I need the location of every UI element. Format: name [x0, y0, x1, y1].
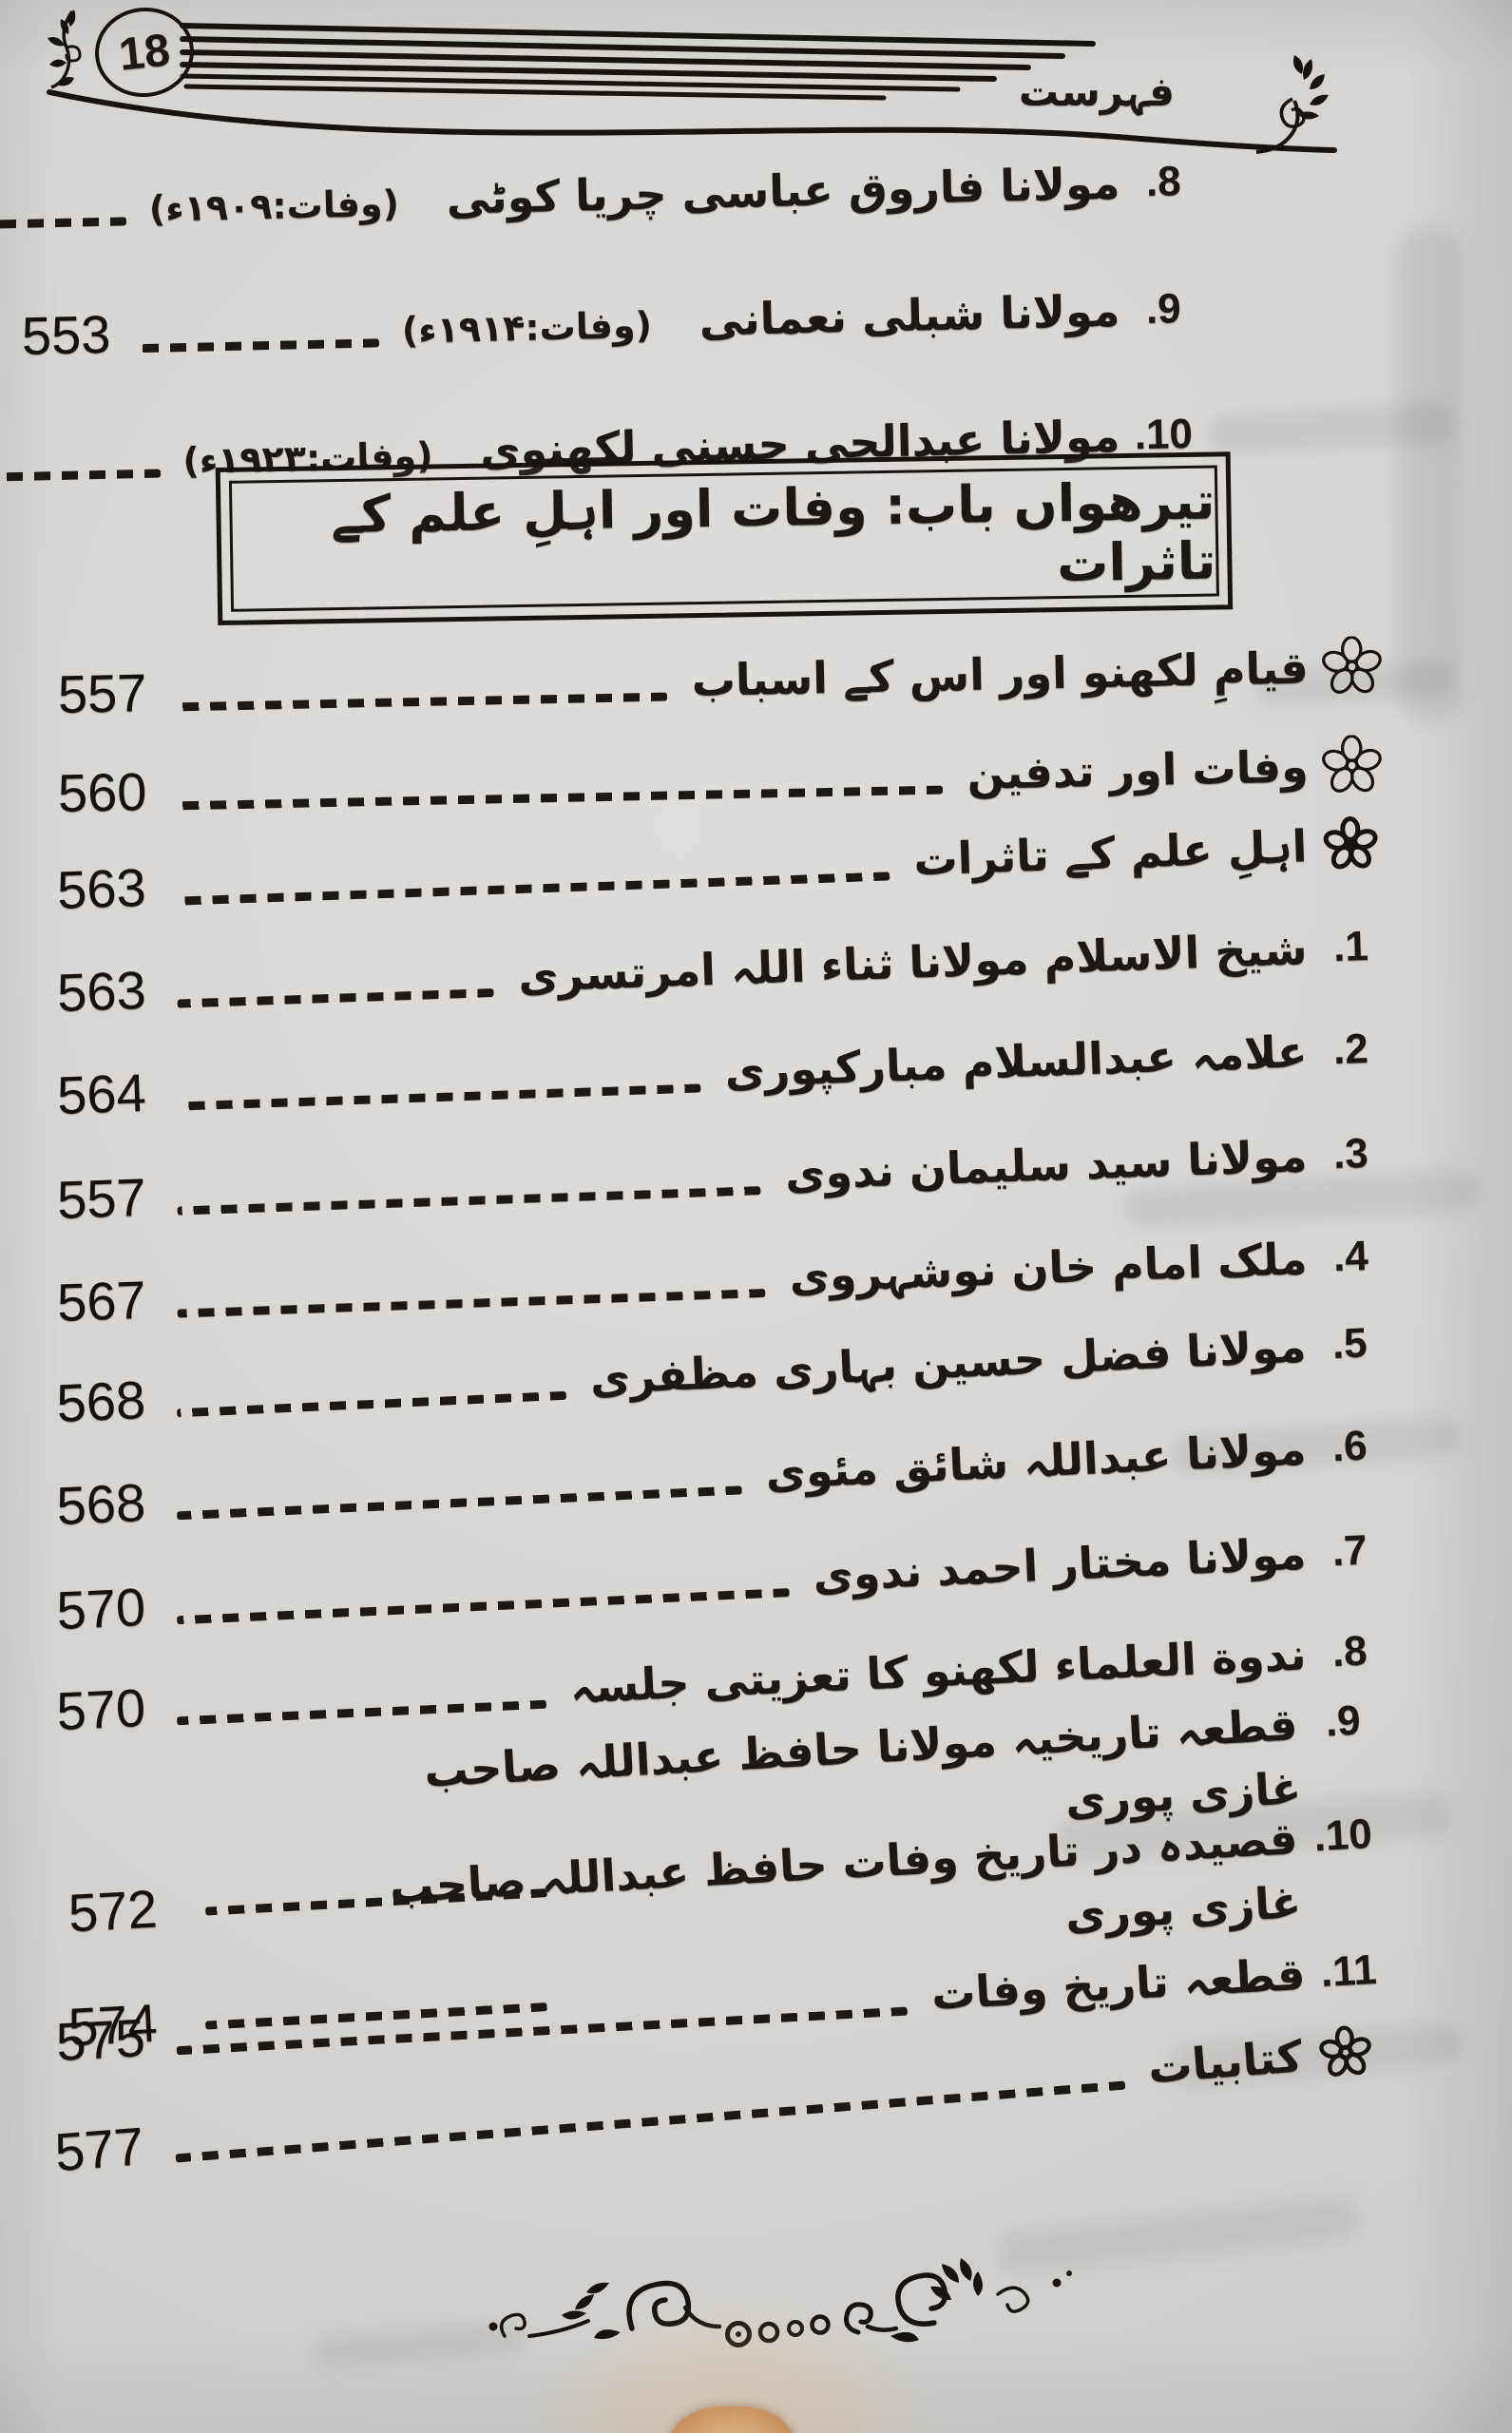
entry-title: اہلِ علم کے تاثرات — [912, 820, 1309, 886]
entry-title: مولانا فاروق عباسی چریا کوٹی — [446, 157, 1120, 224]
entry-page-number: 563 — [56, 856, 147, 920]
dash-leader — [0, 469, 161, 483]
entry-number: 2. — [1332, 1025, 1369, 1074]
entry-title: ملک امام خان نوشہروی — [788, 1233, 1309, 1303]
bleed-through-smudge — [1397, 228, 1464, 722]
chapter-heading-box: تیرھواں باب: وفات اور اہلِ علم کے تاثرات — [215, 451, 1234, 625]
death-year-note: (وفات:۱۹۱۴ء) — [401, 303, 653, 352]
entry-title: قیامِ لکھنو اور اس کے اسباب — [691, 642, 1310, 707]
entry-title: علامہ عبدالسلام مبارکپوری — [723, 1025, 1309, 1098]
page-title: فہرست — [1019, 68, 1176, 115]
chapter-heading-inner-border: تیرھواں باب: وفات اور اہلِ علم کے تاثرات — [228, 465, 1219, 612]
dash-leader — [177, 1390, 566, 1417]
entry-page-number: 557 — [57, 661, 147, 724]
entry-page-number: 568 — [55, 1369, 147, 1433]
flower-bullet-icon — [1317, 635, 1387, 698]
entry-page-number: 575 — [54, 2006, 147, 2072]
entry-title: کتابیات — [1146, 2030, 1305, 2094]
entry-number: 8. — [1330, 1627, 1368, 1676]
dash-leader — [177, 1288, 766, 1318]
floral-flourish-top-left-icon — [48, 10, 82, 89]
floral-flourish-bottom-icon — [488, 2258, 1072, 2347]
entry-page-number: 567 — [56, 1269, 147, 1332]
entry-title: مولانا مختار احمد ندوی — [812, 1527, 1308, 1601]
entry-number: 1. — [1332, 922, 1369, 971]
entry-title: مولانا سید سلیمان ندوی — [784, 1130, 1309, 1200]
floral-flourish-top-right-icon — [1255, 55, 1329, 154]
fingertip — [668, 2406, 795, 2433]
flower-bullet-icon — [1317, 734, 1387, 796]
entry-page-number: 564 — [56, 1062, 147, 1125]
entry-number: 4. — [1332, 1232, 1369, 1281]
entry-page-number: 563 — [56, 959, 147, 1023]
entry-number: 11. — [1319, 1945, 1378, 1996]
flower-bullet-icon — [1310, 2022, 1382, 2082]
entry-page-number: 560 — [57, 760, 147, 823]
toc-row: قیامِ لکھنو اور اس کے اسباب 557 — [57, 617, 1388, 743]
entry-number: 7. — [1330, 1526, 1368, 1576]
dash-leader — [177, 987, 495, 1008]
dash-leader — [178, 692, 668, 711]
entry-number: 9. — [1145, 285, 1182, 334]
dash-leader — [0, 216, 127, 231]
entry-page-number: 557 — [56, 1166, 147, 1230]
entry-title: مولانا فضل حسین بہاری مظفری — [588, 1320, 1308, 1405]
toc-row: وفات اور تدفین 560 — [57, 716, 1388, 842]
dash-leader — [142, 337, 380, 353]
entry-page-number: 553 — [21, 303, 112, 366]
dash-leader — [178, 785, 943, 810]
death-year-note: (وفات:۱۹۰۹ء) — [148, 182, 400, 230]
entry-title: قطعہ تاریخ وفات — [929, 1947, 1307, 2021]
bleed-through-smudge — [1206, 402, 1455, 455]
entry-number: 9. — [1324, 1696, 1362, 1746]
toc-row: کتابیات 577 — [51, 2001, 1384, 2201]
entry-title: وفات اور تدفین — [966, 740, 1310, 799]
entry-title: شیخ الاسلام مولانا ثناء اللہ امرتسری — [517, 923, 1309, 1003]
entry-number: 6. — [1330, 1422, 1368, 1471]
dash-leader — [177, 1699, 546, 1725]
entry-page-number: 568 — [55, 1471, 147, 1536]
entry-title: مولانا عبداللہ شائق مئوی — [764, 1423, 1308, 1500]
chapter-title: تیرھواں باب: وفات اور اہلِ علم کے تاثرات — [330, 470, 1216, 594]
entry-number: 8. — [1145, 158, 1182, 206]
dash-leader — [177, 871, 890, 906]
dash-leader — [175, 2080, 1125, 2162]
entry-number: 3. — [1332, 1129, 1369, 1178]
dash-leader — [177, 1082, 701, 1111]
entry-number: 10. — [1312, 1810, 1374, 1861]
toc-row: 9. مولانا شبلی نعمانی (وفات:۱۹۱۴ء) 553 — [21, 252, 1198, 392]
toc-row: اہلِ علم کے تاثرات 563 — [55, 794, 1387, 939]
entry-number: 5. — [1330, 1319, 1368, 1369]
entry-title: مولانا شبلی نعمانی — [699, 284, 1120, 346]
header-rule-lines — [47, 23, 1337, 153]
entry-page-number: 577 — [52, 2115, 146, 2182]
dash-leader — [177, 1185, 761, 1216]
flower-bullet-icon — [1315, 814, 1386, 873]
page-number: 18 — [116, 24, 173, 81]
entry-page-number: 570 — [55, 1676, 147, 1741]
entry-page-number: 570 — [55, 1576, 147, 1640]
dash-leader — [177, 1485, 742, 1520]
dash-leader — [177, 1587, 790, 1624]
